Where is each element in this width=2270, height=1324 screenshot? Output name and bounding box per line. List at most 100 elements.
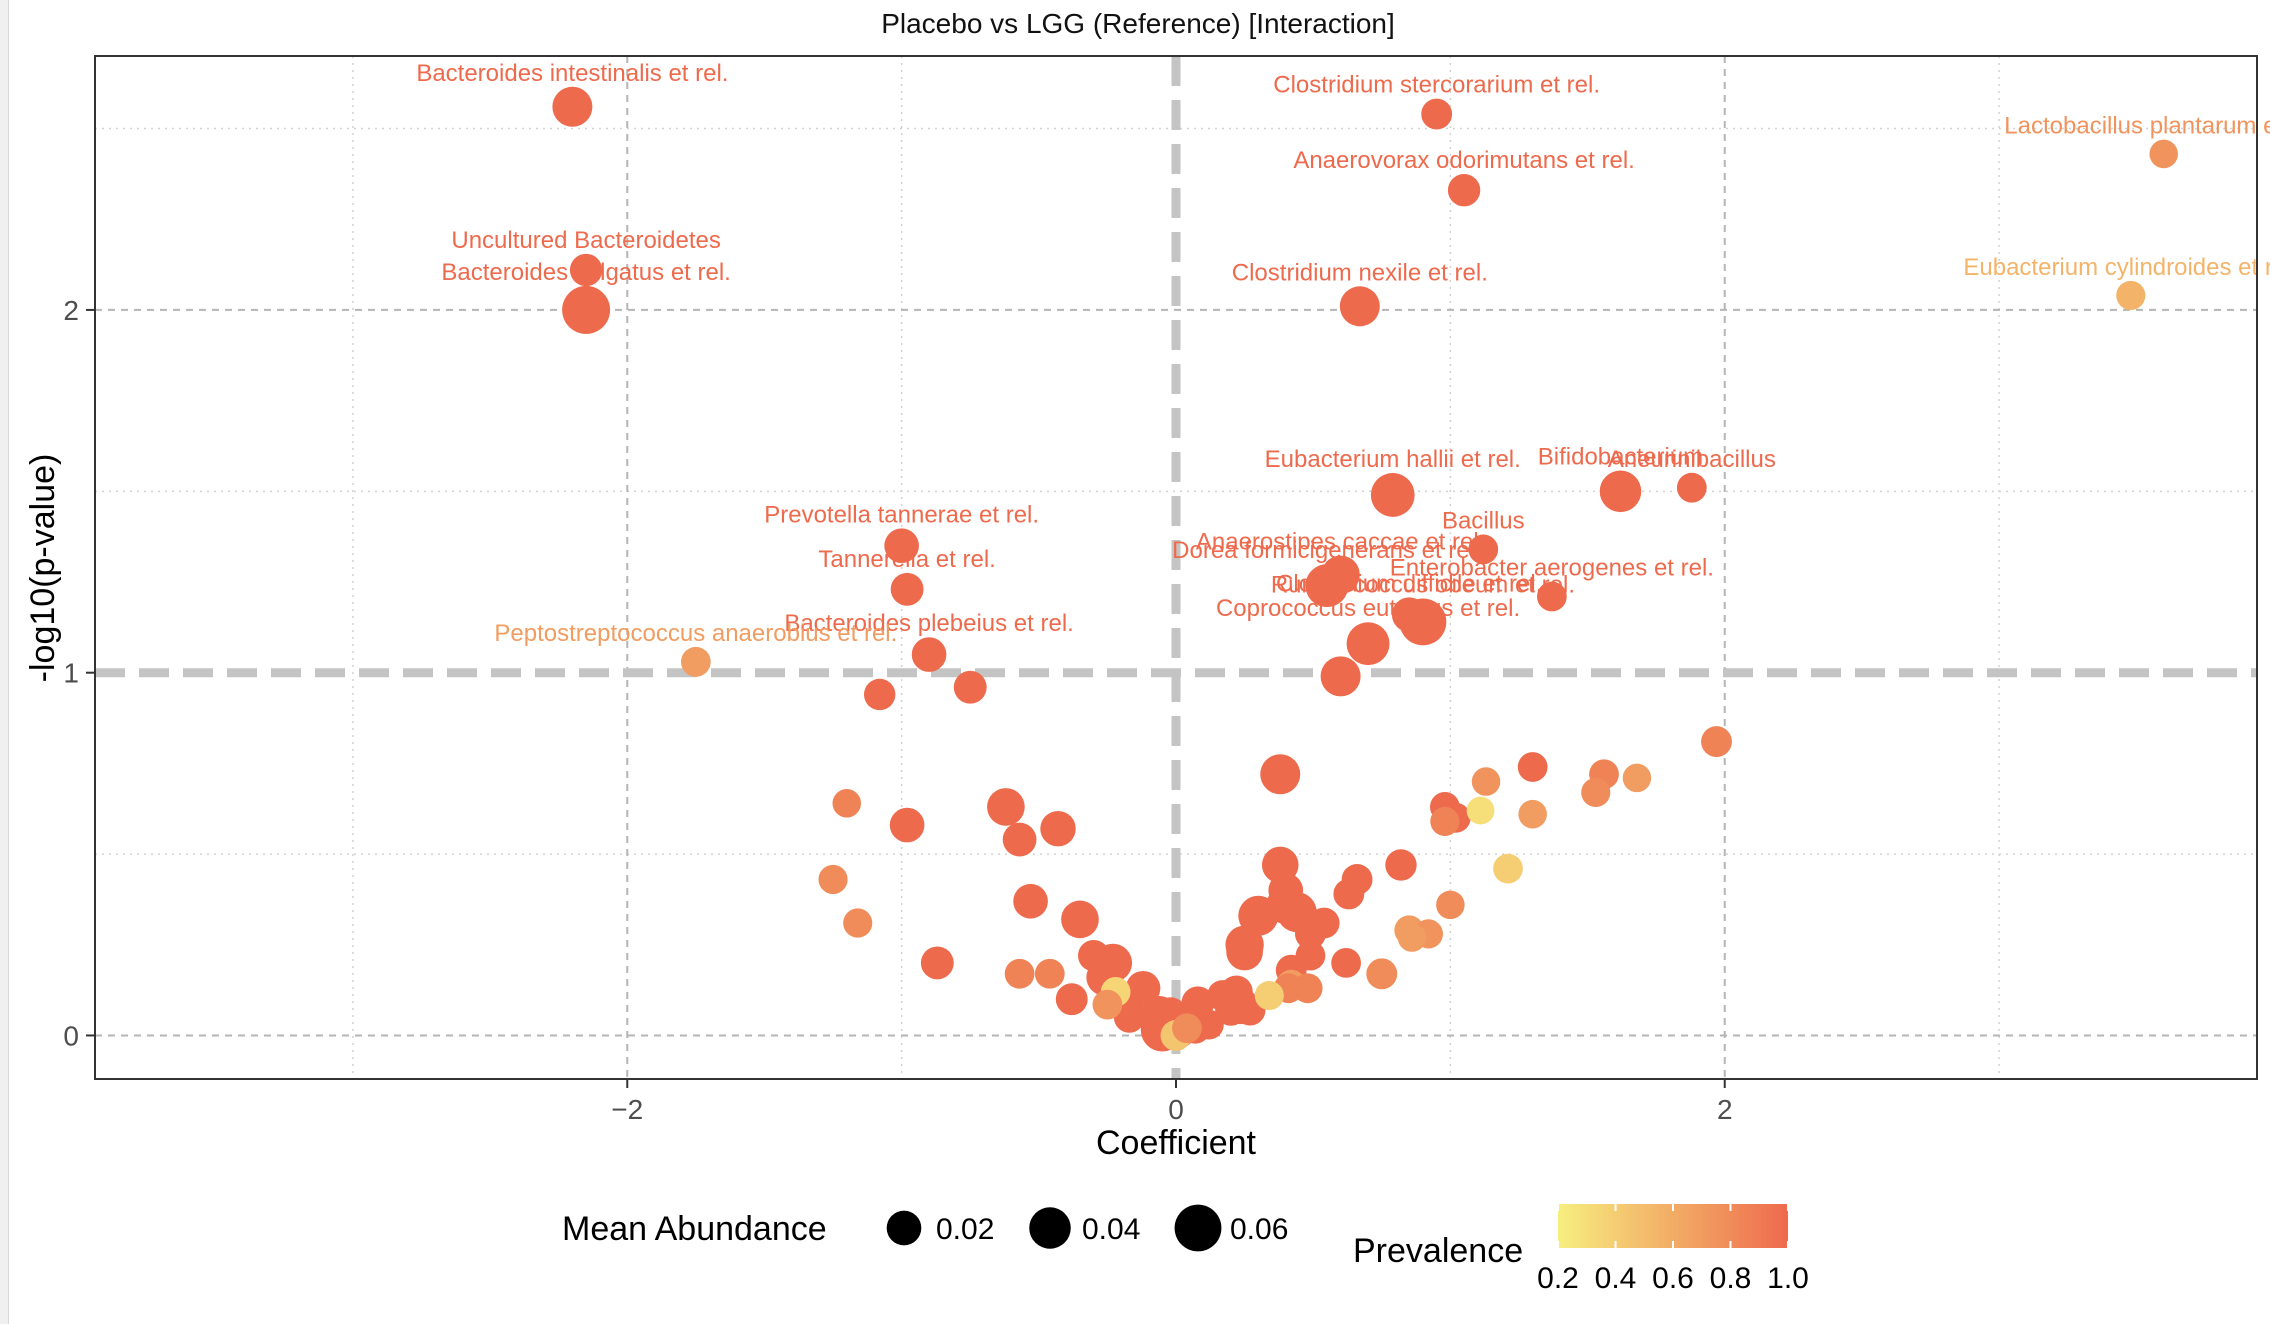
data-point <box>1370 473 1415 517</box>
point-label: Clostridium nexile et rel. <box>1232 259 1488 286</box>
size-legend-label: 0.04 <box>1082 1213 1140 1246</box>
data-point <box>1493 853 1523 884</box>
point-label: Lactobacillus plantarum et rel. <box>2004 113 2270 140</box>
data-point <box>1517 752 1548 782</box>
point-label: Eubacterium cylindroides et rel. <box>1963 254 2270 281</box>
data-point <box>863 678 896 711</box>
data-point <box>1391 597 1427 632</box>
point-label: Bacillus <box>1442 507 1525 534</box>
data-point <box>1430 806 1460 837</box>
color-legend-bar <box>1558 1204 1788 1248</box>
data-point <box>1002 822 1037 857</box>
data-point <box>1622 763 1652 793</box>
point-label: Enterobacter aerogenes et rel. <box>1390 555 1714 582</box>
data-point <box>1268 873 1304 908</box>
size-legend-title: Mean Abundance <box>562 1210 827 1248</box>
data-point <box>953 670 987 704</box>
point-label: Bifidobacterium <box>1538 444 1703 471</box>
data-point <box>1055 983 1088 1016</box>
size-legend-key <box>886 1210 922 1246</box>
data-point <box>1333 878 1365 910</box>
data-point <box>680 646 711 677</box>
data-point <box>1226 933 1263 971</box>
data-point <box>1077 939 1110 972</box>
data-point <box>1701 726 1732 758</box>
data-point <box>569 253 603 287</box>
point-label: Aneurinibacillus <box>1608 446 1776 473</box>
point-label: Bacteroides intestinalis et rel. <box>416 60 728 87</box>
point-label: Uncultured Bacteroidetes <box>451 227 720 254</box>
data-point <box>552 86 593 127</box>
chart-title: Placebo vs LGG (Reference) [Interaction] <box>881 8 1395 39</box>
data-point <box>1331 948 1361 978</box>
data-point <box>1034 958 1065 989</box>
point-label: Coprococcus eutactus et rel. <box>1216 595 1520 622</box>
data-point <box>1339 286 1380 327</box>
data-point <box>1471 767 1501 796</box>
color-legend-label: 1.0 <box>1767 1262 1809 1295</box>
data-point <box>832 789 862 818</box>
point-label: Eubacterium hallii et rel. <box>1265 446 1521 473</box>
x-tick-label: 2 <box>1717 1094 1733 1125</box>
data-point <box>1518 799 1547 829</box>
data-point <box>843 908 873 938</box>
data-point <box>2116 280 2146 311</box>
y-axis-label: -log10(p-value) <box>24 454 62 683</box>
data-point <box>884 528 919 564</box>
data-point <box>1040 810 1076 847</box>
data-point <box>1468 534 1499 565</box>
point-label: Prevotella tannerae et rel. <box>764 501 1039 528</box>
color-legend: Prevalence 0.2 0.4 0.6 0.8 1.0 <box>1353 1204 1809 1295</box>
color-legend-label: 0.2 <box>1537 1262 1579 1295</box>
y-tick-label: 2 <box>63 295 79 326</box>
y-tick-label: 0 <box>63 1020 79 1051</box>
y-axis-ticks: 0 1 2 <box>63 295 95 1051</box>
point-label: Anaerovorax odorimutans et rel. <box>1293 147 1635 174</box>
data-point <box>987 788 1025 826</box>
data-point <box>1194 1009 1224 1040</box>
data-point <box>1013 883 1048 919</box>
data-point <box>911 637 947 672</box>
color-legend-title: Prevalence <box>1353 1232 1523 1270</box>
data-point <box>818 864 848 895</box>
data-point <box>1421 98 1453 130</box>
data-point <box>889 807 925 843</box>
size-legend: Mean Abundance 0.02 0.04 0.06 <box>562 1204 1288 1252</box>
data-point <box>1581 777 1611 807</box>
point-label: Bacteroides vulgatus et rel. <box>441 259 731 286</box>
volcano-plot: Placebo vs LGG (Reference) [Interaction]… <box>24 8 2270 1295</box>
point-label: Ruminococcus obeum et rel. <box>1271 572 1575 599</box>
point-label: Anaerostipes caccae et rel. <box>1196 529 1486 556</box>
data-point <box>1254 980 1284 1011</box>
data-point <box>1320 656 1361 697</box>
y-tick-label: 1 <box>63 658 79 689</box>
color-legend-label: 0.6 <box>1652 1262 1694 1295</box>
data-point <box>1397 923 1427 952</box>
data-point <box>1599 470 1642 513</box>
data-point <box>562 285 611 334</box>
point-label: Peptostreptococcus anaerobius et rel. <box>494 620 897 647</box>
data-point <box>1292 973 1323 1004</box>
size-legend-label: 0.06 <box>1230 1213 1288 1246</box>
window-left-edge <box>0 0 9 1324</box>
size-legend-label: 0.02 <box>936 1213 994 1246</box>
data-point <box>1366 958 1398 990</box>
size-legend-key <box>1029 1207 1071 1249</box>
data-point <box>1207 980 1239 1012</box>
data-point <box>1346 622 1390 666</box>
data-point <box>1260 754 1301 795</box>
point-label: Clostridium difficile et rel. <box>1276 570 1542 597</box>
data-point <box>1466 796 1495 825</box>
data-point <box>1385 849 1417 881</box>
data-point <box>1536 581 1567 612</box>
data-point <box>1294 918 1326 950</box>
data-point <box>1321 555 1360 594</box>
color-legend-label: 0.8 <box>1710 1262 1752 1295</box>
data-point <box>1113 1001 1145 1033</box>
data-points <box>552 86 2178 1052</box>
size-legend-key <box>1174 1204 1222 1252</box>
data-point <box>1004 958 1035 989</box>
data-point <box>1447 174 1481 207</box>
data-point <box>920 946 954 980</box>
